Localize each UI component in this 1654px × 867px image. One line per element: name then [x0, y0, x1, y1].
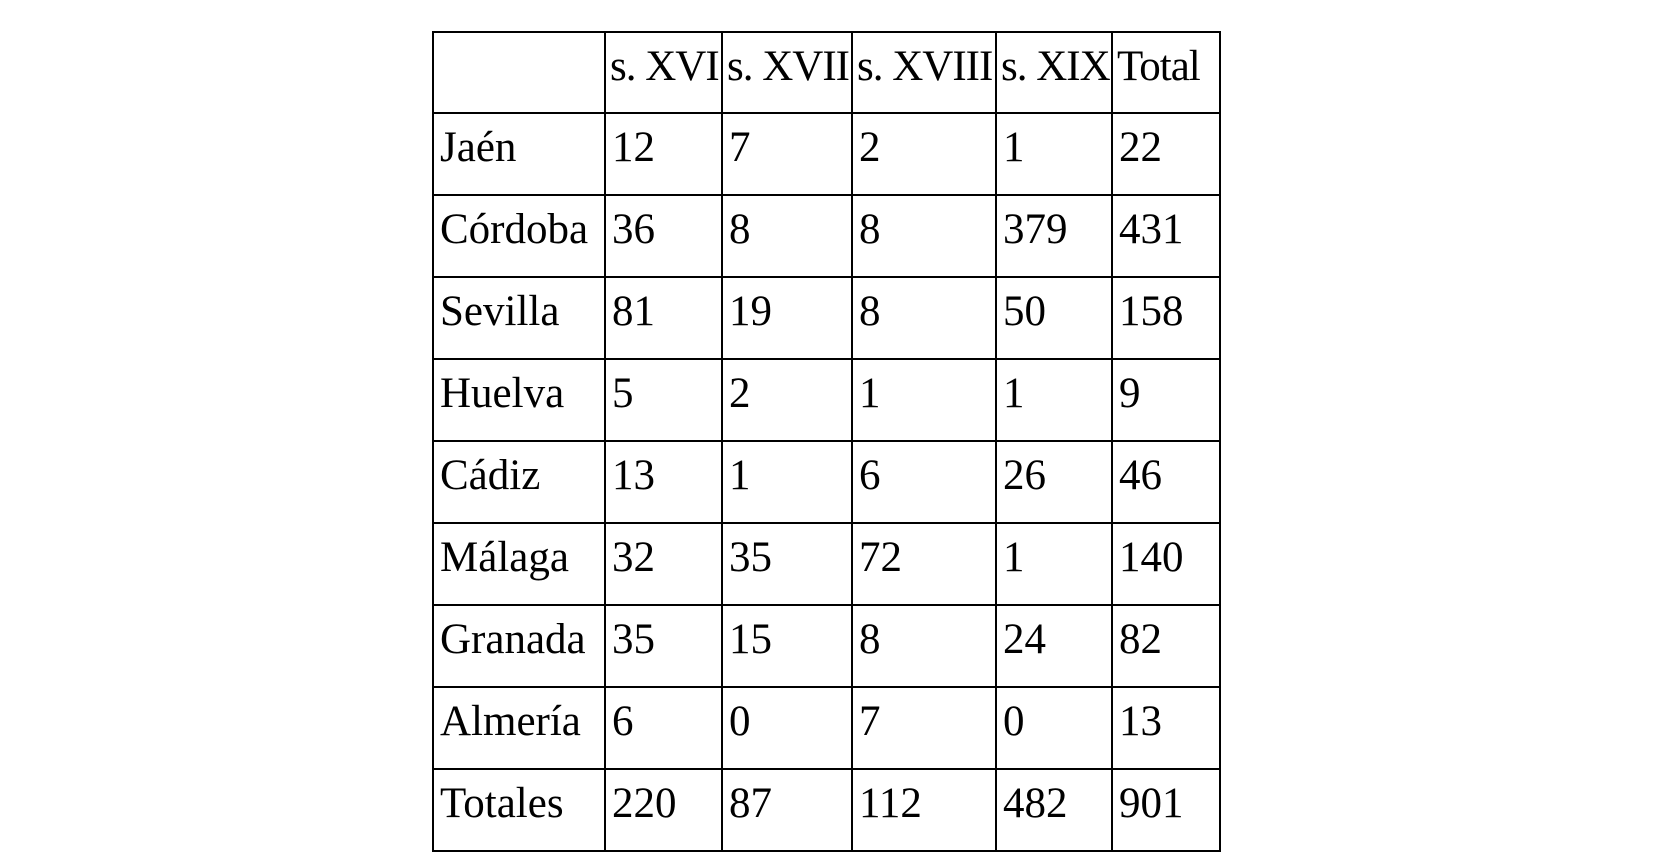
table-cell: 46 [1111, 440, 1221, 524]
table-cell: 35 [721, 522, 853, 606]
table-cell: 140 [1111, 522, 1221, 606]
table-cell: 9 [1111, 358, 1221, 442]
table-cell: 12 [604, 112, 723, 196]
column-header: s. XVI [604, 31, 723, 114]
table-cell: 1 [851, 358, 997, 442]
table-cell: 24 [995, 604, 1113, 688]
row-label: Granada [432, 604, 606, 688]
data-table: s. XVI s. XVII s. XVIII s. XIX Total Jaén 12 7 2… [432, 31, 1221, 852]
column-header: s. XVIII [851, 31, 997, 114]
table-row: Córdoba 36 8 8 379 431 [432, 194, 1221, 278]
table-cell: 0 [721, 686, 853, 770]
header-row: s. XVI s. XVII s. XVIII s. XIX Total [432, 31, 1221, 114]
table-cell: 7 [721, 112, 853, 196]
table-row: Almería 6 0 7 0 13 [432, 686, 1221, 770]
table-cell: 22 [1111, 112, 1221, 196]
table-cell: 2 [721, 358, 853, 442]
column-header: s. XIX [995, 31, 1113, 114]
table-cell: 19 [721, 276, 853, 360]
table-cell: 220 [604, 768, 723, 852]
table-cell: 1 [995, 112, 1113, 196]
row-label: Totales [432, 768, 606, 852]
table-cell: 7 [851, 686, 997, 770]
row-label: Almería [432, 686, 606, 770]
table-row: Málaga 32 35 72 1 140 [432, 522, 1221, 606]
table-cell: 15 [721, 604, 853, 688]
table-cell: 8 [851, 276, 997, 360]
table-cell: 1 [995, 522, 1113, 606]
table-cell: 35 [604, 604, 723, 688]
row-label: Huelva [432, 358, 606, 442]
table-row: Jaén 12 7 2 1 22 [432, 112, 1221, 196]
row-label: Sevilla [432, 276, 606, 360]
table-cell: 431 [1111, 194, 1221, 278]
table-cell: 82 [1111, 604, 1221, 688]
table-cell: 6 [851, 440, 997, 524]
table-row: Granada 35 15 8 24 82 [432, 604, 1221, 688]
table-cell: 112 [851, 768, 997, 852]
table-row: Totales 220 87 112 482 901 [432, 768, 1221, 852]
table-cell: 81 [604, 276, 723, 360]
table-cell: 26 [995, 440, 1113, 524]
table-cell: 87 [721, 768, 853, 852]
row-label: Jaén [432, 112, 606, 196]
column-header: Total [1111, 31, 1221, 114]
table-cell: 2 [851, 112, 997, 196]
table-cell: 0 [995, 686, 1113, 770]
table-cell: 379 [995, 194, 1113, 278]
row-label: Cádiz [432, 440, 606, 524]
table-row: Huelva 5 2 1 1 9 [432, 358, 1221, 442]
table-cell: 5 [604, 358, 723, 442]
table-cell: 13 [604, 440, 723, 524]
table-row: Sevilla 81 19 8 50 158 [432, 276, 1221, 360]
table-cell: 482 [995, 768, 1113, 852]
table-cell: 8 [721, 194, 853, 278]
table-cell: 50 [995, 276, 1113, 360]
column-header [432, 31, 606, 114]
row-label: Córdoba [432, 194, 606, 278]
table-cell: 13 [1111, 686, 1221, 770]
table-cell: 8 [851, 194, 997, 278]
table-cell: 1 [721, 440, 853, 524]
table-cell: 36 [604, 194, 723, 278]
row-label: Málaga [432, 522, 606, 606]
table-cell: 901 [1111, 768, 1221, 852]
table-cell: 32 [604, 522, 723, 606]
table-cell: 1 [995, 358, 1113, 442]
table-cell: 72 [851, 522, 997, 606]
table-cell: 8 [851, 604, 997, 688]
column-header: s. XVII [721, 31, 853, 114]
table-cell: 158 [1111, 276, 1221, 360]
table-cell: 6 [604, 686, 723, 770]
table-row: Cádiz 13 1 6 26 46 [432, 440, 1221, 524]
